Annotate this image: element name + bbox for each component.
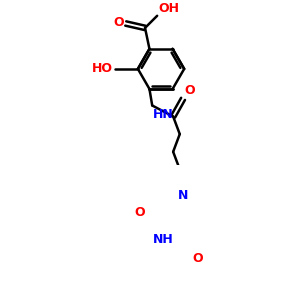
Text: NH: NH [152, 233, 173, 246]
Text: O: O [184, 84, 195, 97]
Text: OH: OH [158, 2, 179, 15]
Text: N: N [178, 189, 188, 202]
Text: O: O [113, 16, 124, 29]
Text: HN: HN [153, 108, 174, 121]
Text: O: O [135, 206, 145, 218]
Text: O: O [193, 252, 203, 266]
Text: HO: HO [92, 62, 113, 75]
